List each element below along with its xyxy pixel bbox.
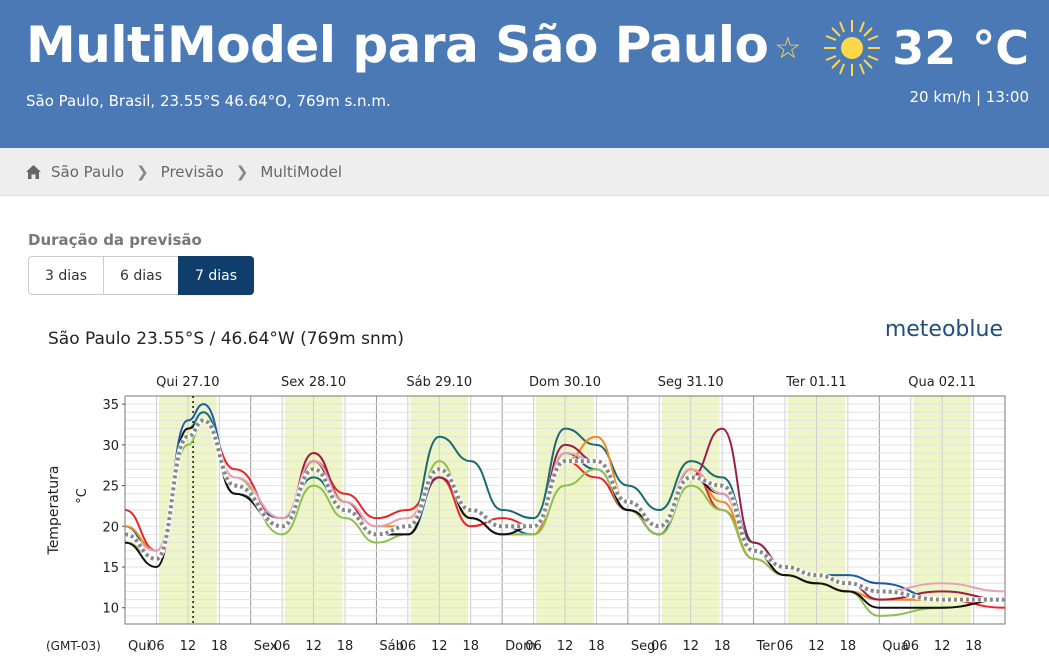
bottom-day-label: Ter (756, 639, 777, 654)
hour-tick-label: 18 (211, 639, 228, 654)
day-label: Dom 30.10 (529, 375, 601, 390)
hour-tick-label: 12 (557, 639, 574, 654)
bottom-day-label: Sáb (379, 639, 403, 654)
hour-tick-label: 06 (777, 639, 794, 654)
page-title: MultiModel para São Paulo ☆ (26, 16, 801, 74)
bottom-day-label: Seg (631, 639, 656, 654)
duration-7-days-button[interactable]: 7 dias (178, 256, 255, 295)
hour-tick-label: 12 (431, 639, 448, 654)
hour-tick-label: 18 (965, 639, 982, 654)
hour-tick-label: 18 (337, 639, 354, 654)
bottom-day-label: Qua (882, 639, 908, 654)
chevron-right-icon: ❯ (136, 162, 149, 181)
temperature-chart-svg: São Paulo 23.55°S / 46.64°W (769m snm) me… (46, 317, 1006, 654)
hour-tick-label: 18 (840, 639, 857, 654)
breadcrumb-multimodel: MultiModel (260, 162, 343, 181)
y-axis-label: Temperatura (46, 466, 62, 556)
bottom-day-label: Dom (505, 639, 536, 654)
y-tick-label: 35 (102, 398, 119, 413)
breadcrumb-forecast[interactable]: Previsão (160, 162, 224, 181)
hour-tick-label: 12 (682, 639, 699, 654)
day-label: Ter 01.11 (785, 375, 846, 390)
hour-tick-label: 12 (305, 639, 322, 654)
location-subtitle: São Paulo, Brasil, 23.55°S 46.64°O, 769m… (26, 92, 391, 110)
sun-icon (824, 20, 881, 76)
hour-tick-label: 06 (902, 639, 919, 654)
chevron-right-icon: ❯ (235, 162, 249, 181)
home-icon[interactable] (26, 164, 41, 179)
star-icon[interactable]: ☆ (774, 31, 801, 66)
y-tick-label: 30 (102, 439, 119, 454)
hour-tick-label: 06 (651, 639, 668, 654)
page-title-text: MultiModel para São Paulo (26, 16, 769, 74)
series-line-6 (124, 419, 1006, 609)
hour-tick-label: 06 (525, 639, 542, 654)
timezone-label: (GMT-03) (46, 639, 101, 653)
duration-selector: 3 dias 6 dias 7 dias (28, 256, 255, 295)
y-tick-label: 10 (102, 602, 119, 617)
series-line-mean (124, 418, 1005, 602)
meteoblue-logo: meteoblue (885, 317, 1003, 342)
hour-tick-label: 12 (934, 639, 951, 654)
bottom-day-label: Qui (128, 639, 150, 654)
hour-tick-label: 18 (714, 639, 731, 654)
day-label: Sáb 29.10 (406, 375, 472, 390)
duration-6-days-button[interactable]: 6 dias (103, 256, 180, 295)
hour-tick-label: 06 (400, 639, 417, 654)
day-label: Seg 31.10 (658, 375, 724, 390)
wind-time: 20 km/h | 13:00 (909, 88, 1029, 106)
y-axis-unit: °C (75, 488, 90, 504)
temperature-chart: São Paulo 23.55°S / 46.64°W (769m snm) me… (0, 300, 1049, 661)
current-temperature: 32 °C (892, 21, 1029, 75)
bottom-day-label: Sex (254, 639, 278, 654)
current-weather: 32 °C (820, 16, 1029, 80)
hour-tick-label: 12 (808, 639, 825, 654)
page-header: MultiModel para São Paulo ☆ São Paulo, Br… (0, 0, 1049, 148)
chart-title: São Paulo 23.55°S / 46.64°W (769m snm) (48, 329, 404, 349)
hour-tick-label: 18 (462, 639, 479, 654)
duration-label: Duração da previsão (28, 231, 202, 249)
y-tick-label: 15 (102, 561, 119, 576)
day-label: Sex 28.10 (281, 375, 346, 390)
y-tick-label: 20 (102, 520, 119, 535)
hour-tick-label: 06 (274, 639, 291, 654)
hour-tick-label: 12 (180, 639, 197, 654)
breadcrumb-location[interactable]: São Paulo (51, 162, 125, 181)
y-tick-label: 25 (102, 480, 119, 495)
day-label: Qui 27.10 (156, 375, 219, 390)
breadcrumb: São Paulo ❯ Previsão ❯ MultiModel (0, 148, 1049, 196)
duration-3-days-button[interactable]: 3 dias (28, 256, 105, 295)
hour-tick-label: 18 (588, 639, 605, 654)
day-label: Qua 02.11 (908, 375, 976, 390)
hour-tick-label: 06 (148, 639, 165, 654)
